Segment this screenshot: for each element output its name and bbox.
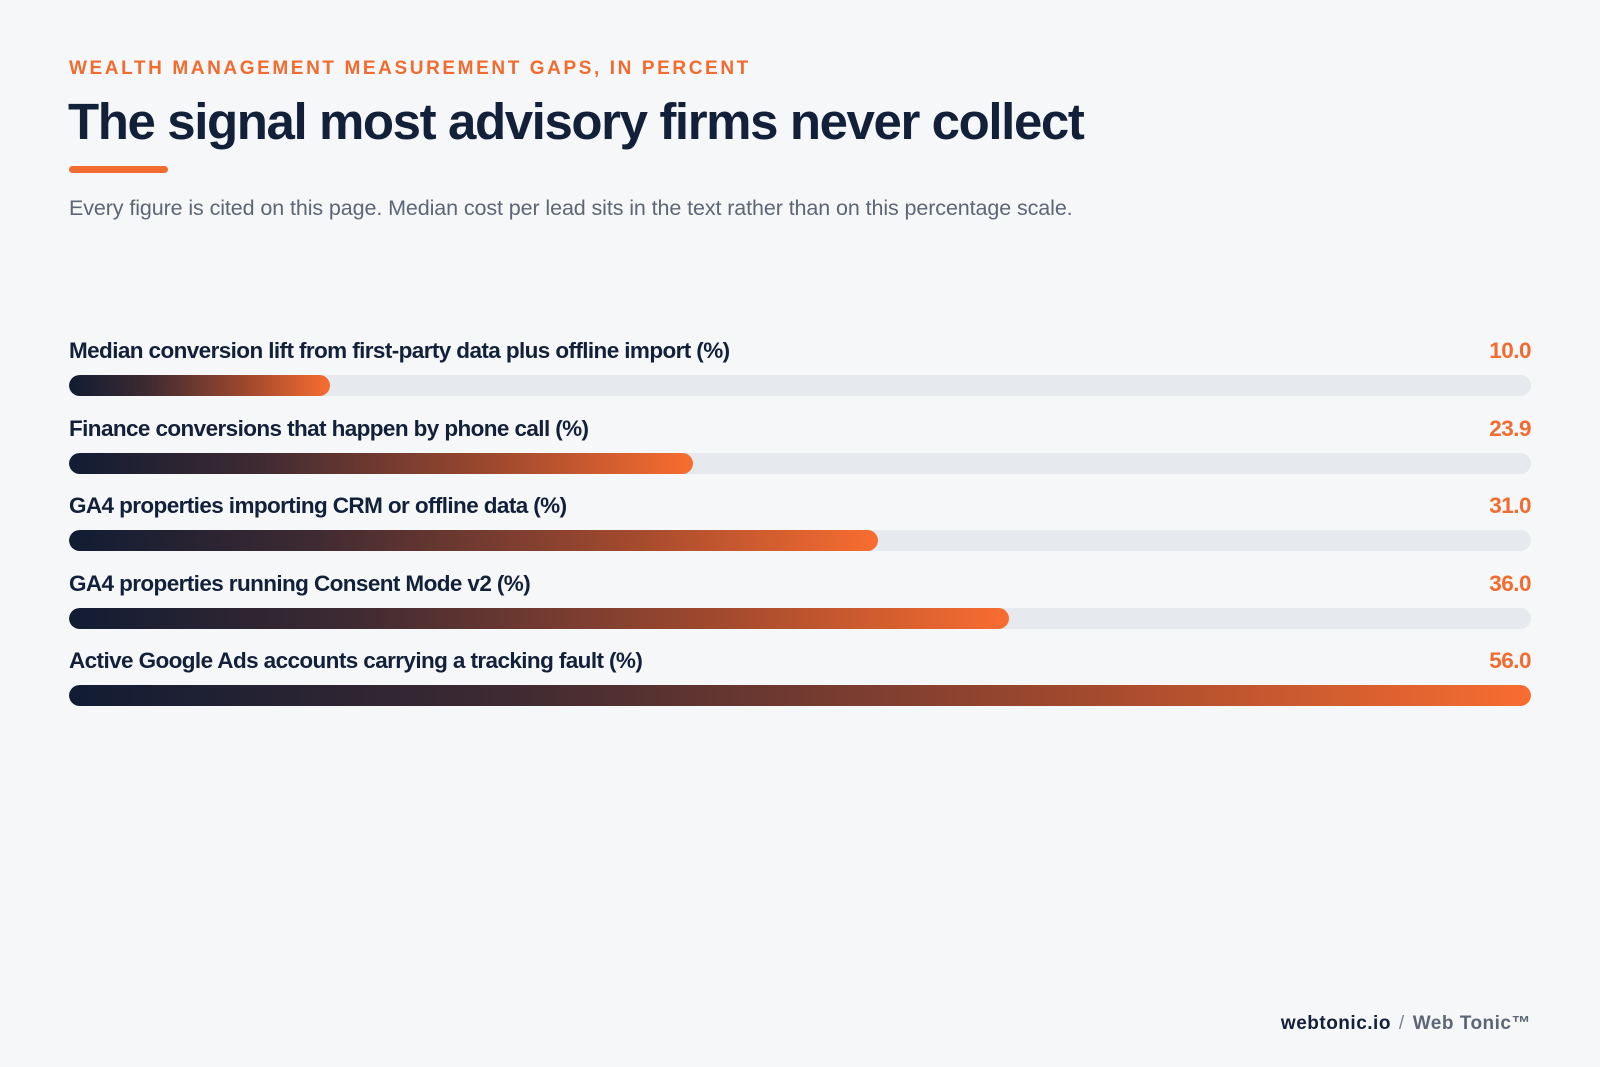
bar-track	[69, 375, 1531, 396]
bar-value-label: 36.0	[1489, 570, 1531, 596]
bar	[69, 452, 693, 474]
title-underline	[69, 166, 168, 173]
bar-row: GA4 properties running Consent Mode v2 (…	[69, 569, 1531, 647]
footer-site[interactable]: webtonic.io	[1280, 1013, 1391, 1034]
chart-subtitle: Every figure is cited on this page. Medi…	[69, 196, 1073, 220]
bar-track	[69, 452, 1531, 474]
bar-track	[69, 607, 1531, 629]
bar	[69, 530, 879, 551]
bar-value-label: 56.0	[1489, 648, 1531, 673]
bar-value-label: 10.0	[1489, 338, 1531, 363]
bar	[69, 607, 1009, 629]
bar-value-label: 23.9	[1489, 415, 1531, 441]
bar-row: Finance conversions that happen by phone…	[69, 414, 1531, 492]
bar	[69, 685, 1531, 706]
bar-chart: Median conversion lift from first-party …	[69, 336, 1531, 724]
bar-row: Active Google Ads accounts carrying a tr…	[69, 646, 1531, 724]
chart-eyebrow: WEALTH MANAGEMENT MEASUREMENT GAPS, IN P…	[69, 58, 751, 79]
footer-brand: Web Tonic™	[1412, 1013, 1531, 1034]
footer-credit: webtonic.io / Web Tonic™	[1281, 1013, 1531, 1035]
bar-label: Finance conversions that happen by phone…	[69, 415, 589, 441]
bar-label: GA4 properties running Consent Mode v2 (…	[69, 570, 531, 596]
bar	[69, 375, 331, 396]
bar-label: Median conversion lift from first-party …	[69, 338, 730, 363]
bar-track	[69, 685, 1531, 706]
bar-value-label: 31.0	[1489, 493, 1531, 518]
bar-label: GA4 properties importing CRM or offline …	[69, 493, 567, 518]
bar-track	[69, 530, 1531, 551]
chart-title: The signal most advisory firms never col…	[68, 93, 1085, 150]
bar-row: GA4 properties importing CRM or offline …	[69, 491, 1531, 569]
bar-row: Median conversion lift from first-party …	[69, 336, 1531, 414]
bar-label: Active Google Ads accounts carrying a tr…	[69, 648, 643, 673]
footer-separator: /	[1398, 1013, 1405, 1034]
